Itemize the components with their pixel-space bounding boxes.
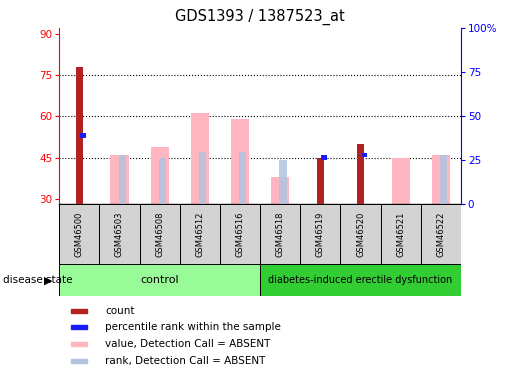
Bar	[71, 359, 87, 363]
Text: ▶: ▶	[44, 275, 53, 285]
Bar	[421, 204, 461, 264]
Bar	[76, 67, 83, 204]
Bar	[59, 264, 260, 296]
Text: rank, Detection Call = ABSENT: rank, Detection Call = ABSENT	[106, 356, 266, 366]
Bar	[300, 204, 340, 264]
Bar	[71, 326, 87, 329]
Bar	[239, 152, 246, 204]
Text: disease state: disease state	[3, 275, 72, 285]
Bar	[391, 158, 410, 204]
Bar	[199, 152, 206, 204]
Text: GSM46518: GSM46518	[276, 211, 285, 257]
Text: value, Detection Call = ABSENT: value, Detection Call = ABSENT	[106, 339, 271, 349]
Bar	[432, 155, 450, 204]
Bar	[440, 155, 447, 204]
Text: GSM46512: GSM46512	[195, 211, 204, 257]
Text: control: control	[140, 275, 179, 285]
Bar	[260, 204, 300, 264]
Text: GSM46503: GSM46503	[115, 211, 124, 257]
Title: GDS1393 / 1387523_at: GDS1393 / 1387523_at	[175, 9, 345, 26]
Text: GSM46516: GSM46516	[235, 211, 245, 257]
Text: GSM46500: GSM46500	[75, 211, 84, 257]
Text: GSM46521: GSM46521	[396, 211, 405, 257]
Bar	[271, 177, 289, 204]
Bar	[110, 155, 129, 204]
Bar	[340, 204, 381, 264]
Bar	[118, 155, 126, 204]
Bar	[191, 114, 209, 204]
Bar	[150, 147, 169, 204]
Bar	[317, 158, 324, 204]
Bar	[140, 204, 180, 264]
Text: count: count	[106, 306, 135, 316]
Bar	[362, 153, 367, 157]
Text: diabetes-induced erectile dysfunction: diabetes-induced erectile dysfunction	[268, 275, 453, 285]
Text: GSM46520: GSM46520	[356, 211, 365, 257]
Text: GSM46519: GSM46519	[316, 211, 325, 257]
Bar	[80, 134, 85, 138]
Bar	[357, 144, 364, 204]
Bar	[381, 204, 421, 264]
Text: percentile rank within the sample: percentile rank within the sample	[106, 322, 281, 332]
Bar	[99, 204, 140, 264]
Text: GSM46508: GSM46508	[155, 211, 164, 257]
Bar	[71, 342, 87, 346]
Bar	[231, 119, 249, 204]
Bar	[180, 204, 220, 264]
Bar	[321, 156, 327, 160]
Bar	[59, 204, 99, 264]
Bar	[159, 158, 166, 204]
Bar	[279, 160, 286, 204]
Bar	[71, 309, 87, 313]
Bar	[220, 204, 260, 264]
Bar	[260, 264, 461, 296]
Text: GSM46522: GSM46522	[436, 211, 445, 257]
